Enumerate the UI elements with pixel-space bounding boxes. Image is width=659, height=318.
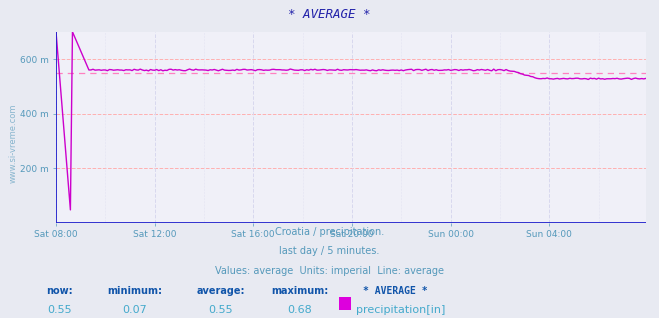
Text: Croatia / precipitation.: Croatia / precipitation. — [275, 227, 384, 237]
Text: minimum:: minimum: — [107, 286, 163, 296]
Text: * AVERAGE *: * AVERAGE * — [288, 8, 371, 21]
Text: 0.55: 0.55 — [47, 305, 72, 315]
Text: Values: average  Units: imperial  Line: average: Values: average Units: imperial Line: av… — [215, 266, 444, 275]
Text: * AVERAGE *: * AVERAGE * — [363, 286, 428, 296]
Text: 0.55: 0.55 — [208, 305, 233, 315]
Text: average:: average: — [196, 286, 245, 296]
Text: now:: now: — [46, 286, 72, 296]
Text: precipitation[in]: precipitation[in] — [356, 305, 445, 315]
Text: last day / 5 minutes.: last day / 5 minutes. — [279, 246, 380, 256]
Text: maximum:: maximum: — [272, 286, 328, 296]
Text: 0.68: 0.68 — [287, 305, 312, 315]
Text: 0.07: 0.07 — [123, 305, 148, 315]
Text: www.si-vreme.com: www.si-vreme.com — [9, 103, 18, 183]
